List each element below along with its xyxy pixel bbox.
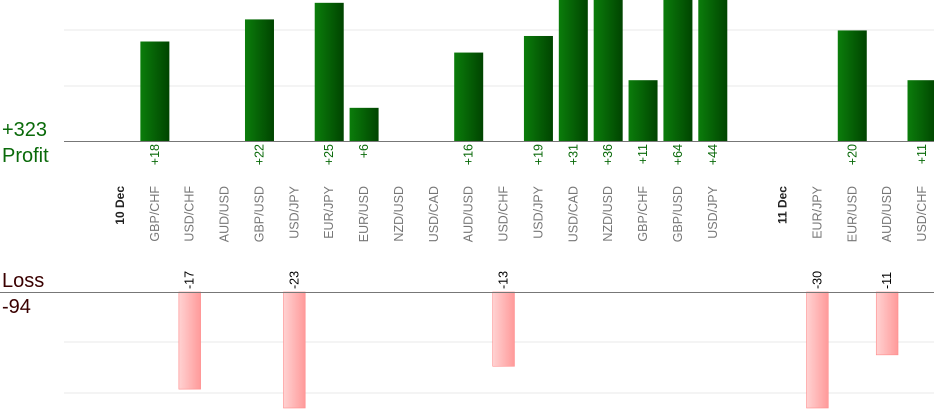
profit-bar bbox=[523, 35, 553, 141]
category-label: GBP/CHF bbox=[636, 186, 650, 242]
profit-data-label: +16 bbox=[462, 144, 476, 165]
category-label: USD/JPY bbox=[706, 185, 720, 238]
profit-bar bbox=[663, 0, 693, 141]
date-label: 10 Dec bbox=[113, 186, 127, 225]
profit-data-label: +20 bbox=[845, 144, 859, 165]
profit-data-label: +11 bbox=[915, 144, 929, 164]
category-label: USD/JPY bbox=[287, 185, 301, 238]
profit-bar bbox=[140, 41, 170, 141]
category-label: NZD/USD bbox=[601, 186, 615, 242]
category-label: USD/CHF bbox=[497, 186, 511, 242]
loss-bar bbox=[875, 291, 899, 356]
category-label: USD/CHF bbox=[183, 186, 197, 242]
category-label: EUR/JPY bbox=[810, 185, 824, 238]
category-label: NZD/USD bbox=[392, 186, 406, 242]
category-label: AUD/USD bbox=[218, 186, 232, 242]
profit-bar bbox=[314, 2, 344, 141]
profit-bar bbox=[593, 0, 623, 141]
category-label: USD/CAD bbox=[427, 186, 441, 242]
loss-total: -94 bbox=[2, 296, 31, 318]
category-label: AUD/USD bbox=[880, 186, 894, 242]
loss-data-label: -17 bbox=[183, 271, 197, 289]
profit-data-label: +19 bbox=[531, 144, 545, 165]
category-label: GBP/CHF bbox=[148, 186, 162, 242]
profit-data-label: +31 bbox=[566, 144, 580, 165]
profit-data-label: +44 bbox=[706, 144, 720, 165]
profit-data-label: +25 bbox=[322, 144, 336, 165]
category-label: EUR/JPY bbox=[322, 185, 336, 238]
loss-data-label: -13 bbox=[497, 271, 511, 289]
profit-data-label: +18 bbox=[148, 144, 162, 165]
category-label: USD/CHF bbox=[915, 186, 929, 242]
profit-label: Profit bbox=[2, 145, 49, 167]
labels: 10 Dec GBP/CHF +18 USD/CHF -17 AUD/USD GBP/USD… bbox=[113, 144, 929, 289]
category-label: EUR/USD bbox=[845, 186, 859, 242]
profit-bar bbox=[698, 0, 728, 141]
loss-bar bbox=[178, 291, 201, 390]
profit-bar bbox=[837, 30, 867, 141]
loss-data-label: -30 bbox=[810, 271, 824, 289]
profit-bar bbox=[558, 0, 588, 141]
profit-bar bbox=[349, 107, 379, 141]
loss-bar bbox=[806, 291, 829, 409]
profit-data-label: +22 bbox=[252, 144, 266, 165]
profit-bar bbox=[907, 80, 934, 141]
profit-data-label: +11 bbox=[636, 144, 650, 164]
loss-bar bbox=[283, 291, 306, 409]
category-label: GBP/USD bbox=[252, 186, 266, 242]
loss-data-label: -11 bbox=[880, 272, 894, 289]
profit-bar bbox=[454, 52, 484, 141]
profit-total: +323 bbox=[2, 119, 48, 141]
date-label: 11 Dec bbox=[776, 186, 790, 224]
baselines bbox=[0, 141, 934, 293]
profit-data-label: +36 bbox=[601, 144, 615, 165]
loss-bar bbox=[492, 291, 515, 367]
profit-bar bbox=[628, 80, 658, 141]
category-label: USD/CAD bbox=[566, 186, 580, 242]
category-label: AUD/USD bbox=[462, 186, 476, 242]
profit-bar bbox=[244, 19, 274, 142]
profit-data-label: +64 bbox=[671, 144, 685, 165]
loss-data-label: -23 bbox=[287, 271, 301, 289]
loss-label: Loss bbox=[2, 270, 45, 292]
category-label: USD/JPY bbox=[531, 185, 545, 238]
profit-data-label: +6 bbox=[357, 144, 371, 158]
bars bbox=[140, 0, 934, 409]
category-label: GBP/USD bbox=[671, 186, 685, 242]
category-label: EUR/USD bbox=[357, 186, 371, 242]
